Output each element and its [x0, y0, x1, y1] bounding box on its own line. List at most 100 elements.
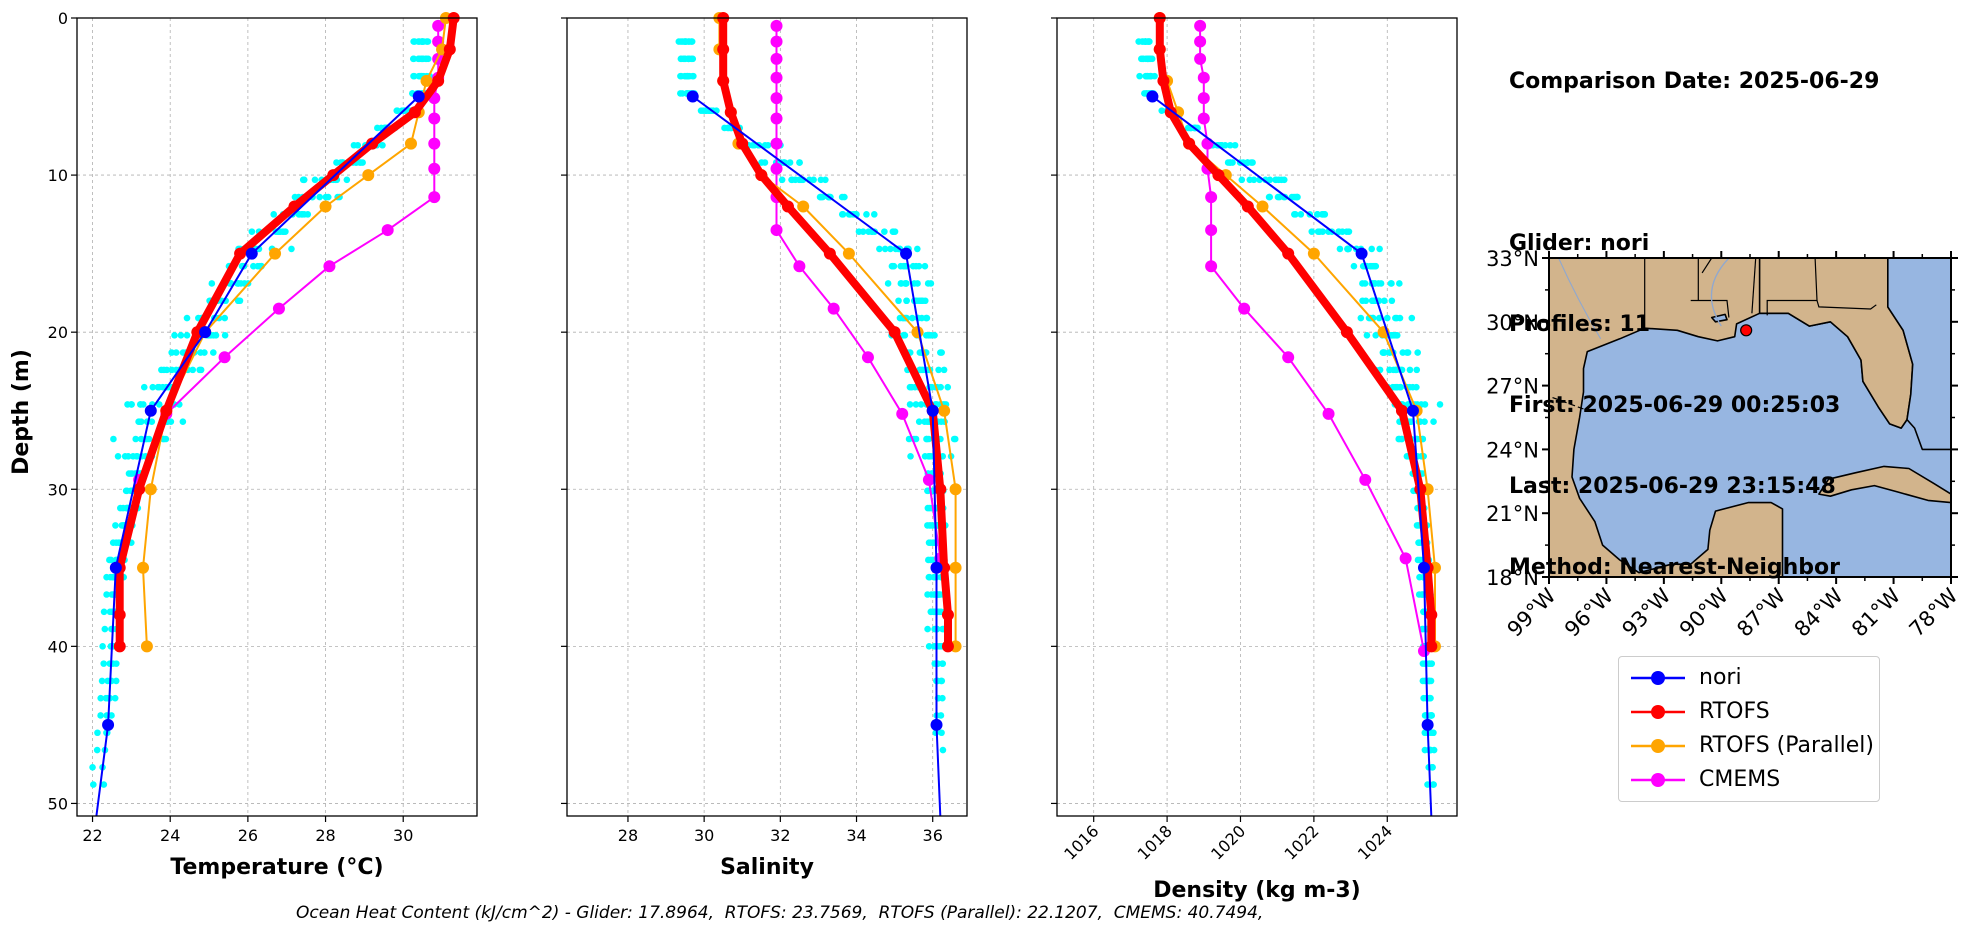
data-point [1399, 552, 1412, 565]
glider-sample-point [1238, 176, 1246, 184]
river [1710, 258, 1730, 327]
salinity-panel: 28 30 32 34 36 Salinity [561, 12, 968, 880]
glider-sample-point [903, 297, 910, 305]
data-point [1256, 200, 1269, 213]
series-line [115, 17, 458, 647]
glider-sample-point [1145, 38, 1153, 45]
data-point [102, 718, 115, 731]
data-point [770, 162, 783, 175]
glider-sample-point [90, 781, 97, 788]
glider-sample-point [110, 435, 117, 443]
glider-sample-point [786, 159, 794, 166]
glider-sample-point [1362, 297, 1370, 305]
glider-sample-point [1416, 573, 1423, 581]
glider-sample-point [1139, 55, 1147, 63]
data-point [1307, 247, 1320, 260]
data-point [911, 326, 924, 339]
lat-tick-label: 33°N [1486, 247, 1539, 271]
data-point [930, 561, 943, 574]
data-point [272, 302, 285, 315]
state-border [1751, 258, 1757, 314]
glider-sample-point [179, 418, 187, 426]
glider-sample-point [944, 383, 952, 391]
glider-sample-point [950, 435, 958, 443]
data-point [432, 19, 445, 32]
profile-count: Profiles: 11 [1509, 312, 1651, 337]
glider-sample-point [177, 332, 185, 339]
glider-sample-point [924, 591, 931, 598]
glider-sample-point [210, 349, 217, 356]
glider-sample-point [140, 383, 148, 391]
data-point [770, 224, 783, 237]
data-point [144, 483, 157, 496]
glider-sample-point [1335, 228, 1343, 235]
glider-sample-point [689, 55, 697, 63]
glider-sample-point [291, 193, 299, 201]
glider-sample-point [927, 608, 935, 616]
data-point [1241, 200, 1254, 213]
x-tick-label: 34 [846, 826, 866, 845]
glider-sample-point [1396, 280, 1403, 287]
glider-sample-point [764, 141, 772, 149]
glider-sample-point [881, 228, 888, 235]
x-tick-label: 1022 [1280, 821, 1322, 863]
glider-sample-point [912, 401, 920, 408]
data-point [941, 640, 954, 653]
glider-sample-point [1414, 349, 1421, 356]
last-time: Last: 2025-06-29 23:15:48 [1509, 474, 1836, 499]
data-point [934, 483, 947, 496]
data-point [245, 247, 258, 260]
glider-sample-point [859, 228, 867, 235]
series-line [1151, 95, 1433, 817]
glider-sample-point [108, 712, 115, 719]
data-point [113, 640, 126, 653]
x-tick-label: 36 [923, 826, 943, 845]
data-point [938, 404, 951, 417]
glider-sample-point [145, 435, 153, 443]
glider-sample-point [887, 245, 894, 253]
glider-sample-point [1361, 280, 1369, 287]
glider-sample-point [908, 314, 916, 322]
data-point [1355, 247, 1368, 260]
legend-item-nori: nori [1627, 663, 1877, 693]
data-point [1212, 169, 1225, 182]
data-point [428, 191, 441, 204]
glider-sample-point [125, 470, 133, 477]
atlantic-ocean [1887, 258, 1951, 451]
data-point [1197, 112, 1210, 125]
glider-sample-point [1249, 159, 1256, 166]
glider-sample-point [1415, 539, 1422, 546]
glider-sample-point [1244, 159, 1251, 166]
glider-sample-point [925, 435, 933, 443]
glider-sample-point [891, 228, 899, 235]
data-point [362, 169, 375, 182]
glider-sample-point [924, 280, 932, 287]
x-tick-label: 28 [618, 826, 638, 845]
glider-sample-point [111, 694, 119, 702]
data-point [428, 162, 441, 175]
glider-sample-point [863, 211, 870, 218]
glider-sample-point [932, 573, 939, 581]
series-line [692, 95, 942, 817]
lat-tick-label: 21°N [1486, 502, 1539, 526]
ocean-heat-content-note: Ocean Heat Content (kJ/cm^2) - Glider: 1… [296, 903, 1264, 923]
axes-frame [1056, 17, 1458, 817]
data-point [1395, 404, 1408, 417]
glider-sample-point [183, 332, 191, 339]
map-body [1549, 258, 1951, 577]
glider-sample-point [1413, 366, 1421, 374]
data-point [1197, 92, 1210, 105]
glider-sample-point [1336, 245, 1344, 253]
glider-sample-point [838, 211, 846, 218]
glider-sample-point [1386, 366, 1393, 374]
glider-sample-point [419, 55, 427, 63]
data-point [1340, 326, 1353, 339]
glider-sample-point [1375, 314, 1383, 322]
glider-sample-point [914, 245, 921, 253]
x-tick-label: 1016 [1060, 821, 1102, 863]
lat-tick-label: 18°N [1486, 566, 1539, 590]
glider-sample-point [1429, 764, 1436, 771]
glider-sample-point [97, 694, 104, 702]
glider-sample-point [881, 245, 889, 253]
glider-sample-point [677, 55, 685, 63]
